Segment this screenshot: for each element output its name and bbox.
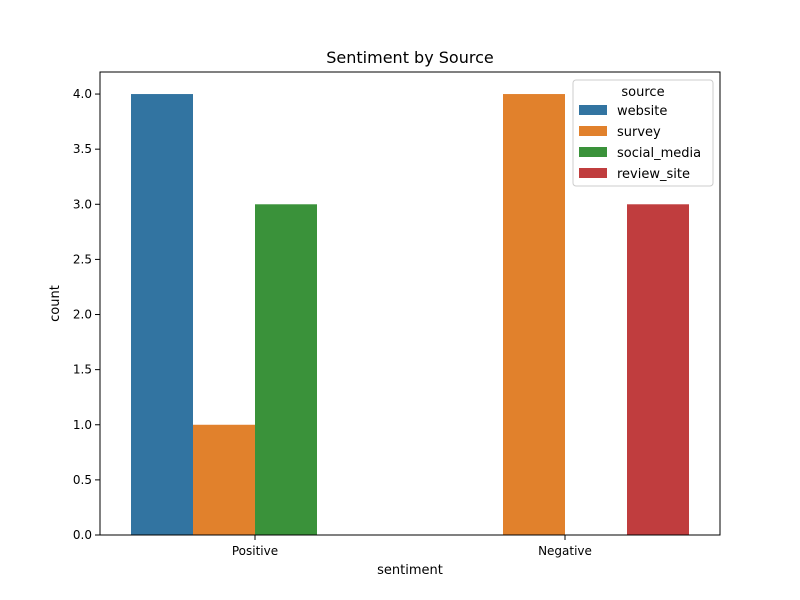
legend-box <box>572 79 714 187</box>
y-tick-label: 2.5 <box>73 252 92 266</box>
y-tick-label: 1.5 <box>73 363 92 377</box>
chart-title: Sentiment by Source <box>326 48 493 67</box>
y-tick-label: 0.5 <box>73 473 92 487</box>
y-tick-label: 4.0 <box>73 87 92 101</box>
legend-title: source <box>621 85 664 100</box>
bar-survey-positive <box>193 424 255 535</box>
legend-swatch-website <box>579 105 607 115</box>
bar-review_site-negative <box>627 204 689 536</box>
x-tick-label: Positive <box>232 544 278 558</box>
legend-label-review_site: review_site <box>617 167 690 182</box>
y-axis-label: count <box>48 285 63 322</box>
bar-social_media-positive <box>255 204 317 536</box>
legend-swatch-survey <box>579 126 607 136</box>
legend-label-social_media: social_media <box>617 146 701 161</box>
legend: source website survey social_media review_si… <box>572 79 714 187</box>
plot-area: 0.0 0.5 1.0 1.5 2.0 2.5 3.0 3.5 4.0 Positive Negat… <box>73 87 689 558</box>
x-axis-label: sentiment <box>377 563 443 578</box>
y-tick-label: 2.0 <box>73 308 92 322</box>
legend-label-survey: survey <box>617 125 661 140</box>
bar-website-positive <box>131 94 193 536</box>
plot-frame <box>99 71 721 536</box>
bar-survey-negative <box>503 94 565 536</box>
y-tick-label: 3.0 <box>73 197 92 211</box>
legend-label-website: website <box>617 104 667 119</box>
legend-swatch-review_site <box>579 168 607 178</box>
legend-swatch-social_media <box>579 147 607 157</box>
y-tick-label: 1.0 <box>73 418 92 432</box>
x-tick-label: Negative <box>538 544 592 558</box>
y-tick-label: 0.0 <box>73 528 92 542</box>
y-tick-label: 3.5 <box>73 142 92 156</box>
